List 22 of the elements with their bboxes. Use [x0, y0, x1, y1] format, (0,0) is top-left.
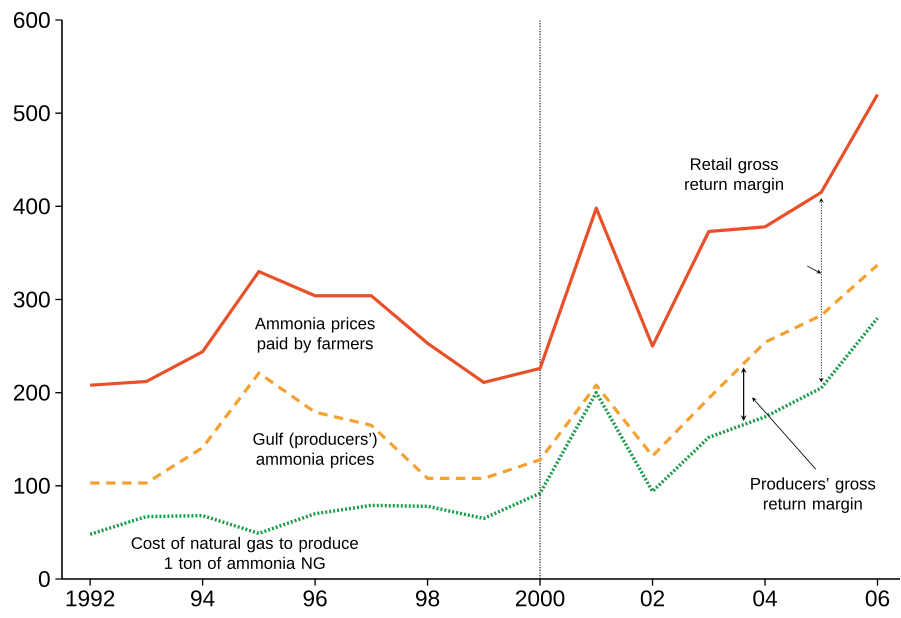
series-label: Cost of natural gas to produce 1 ton of ammonia NG [132, 536, 358, 570]
annotation: Producers’ gross return margin [751, 477, 876, 513]
y-tick-label: 500 [14, 105, 50, 122]
x-tick-label: 1992 [66, 590, 114, 606]
x-tick-label: 96 [304, 590, 327, 606]
annotation: Retail gross return margin [685, 158, 783, 194]
y-tick-label: 0 [38, 570, 50, 588]
series-label: Gulf (producers’) ammonia prices [253, 432, 377, 468]
x-tick-label: 04 [753, 590, 777, 606]
line-series [88, 92, 880, 387]
y-tick-label: 400 [13, 198, 50, 214]
line-series [88, 316, 880, 536]
x-tick-label: 98 [416, 590, 440, 606]
series-label: Ammonia prices paid by farmers [254, 317, 375, 353]
y-tick-label: 100 [14, 478, 50, 494]
x-tick-label: 06 [866, 590, 890, 606]
x-tick-label: 02 [640, 590, 664, 606]
x-tick-label: 2000 [516, 590, 564, 606]
y-tick-label: 200 [14, 384, 50, 401]
x-tick-label: 94 [191, 590, 215, 606]
y-tick-label: 300 [14, 291, 50, 308]
y-tick-label: 600 [14, 12, 50, 28]
